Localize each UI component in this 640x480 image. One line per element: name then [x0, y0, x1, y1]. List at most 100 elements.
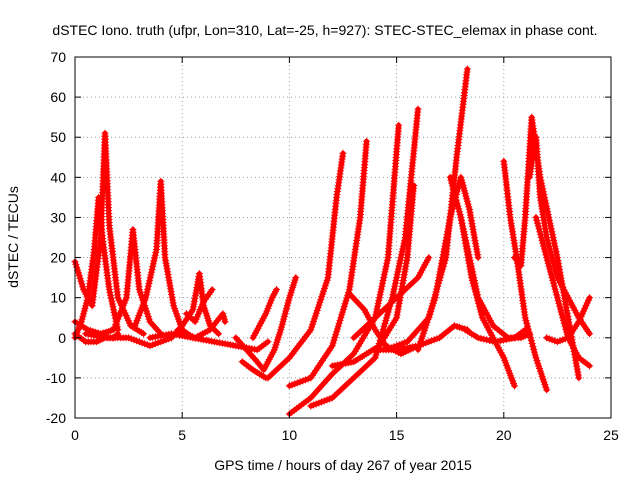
- y-tick-label: 40: [50, 169, 66, 185]
- data-point: [522, 317, 530, 325]
- series-12: [249, 286, 280, 342]
- data-point: [483, 336, 491, 344]
- data-point: [540, 242, 548, 250]
- y-tick-label: 60: [50, 89, 66, 105]
- data-point: [537, 231, 545, 239]
- data-point: [374, 302, 382, 310]
- data-point: [378, 282, 386, 290]
- data-point: [436, 268, 444, 276]
- y-tick-label: 10: [50, 290, 66, 306]
- data-point: [547, 222, 555, 230]
- data-point: [107, 294, 115, 302]
- y-tick-label: 70: [50, 49, 66, 65]
- data-point: [410, 181, 418, 189]
- data-point: [391, 282, 399, 290]
- data-point: [459, 222, 467, 230]
- data-point: [554, 297, 562, 304]
- y-tick-label: 30: [50, 209, 66, 225]
- data-point: [110, 306, 118, 314]
- series-15: [285, 137, 371, 390]
- grid: [75, 57, 611, 418]
- series-20: [350, 254, 433, 342]
- data-point: [377, 285, 385, 293]
- data-point: [528, 340, 536, 347]
- data-point: [511, 382, 518, 390]
- data-point: [264, 338, 272, 346]
- data-point: [333, 325, 341, 333]
- data-point: [453, 199, 461, 207]
- data-point: [464, 248, 472, 256]
- y-tick-label: 20: [50, 250, 66, 266]
- series-track: [286, 122, 402, 417]
- data-point: [548, 274, 556, 282]
- data-point: [273, 286, 280, 294]
- data-point: [586, 294, 594, 302]
- data-point: [537, 234, 545, 241]
- data-point: [461, 234, 469, 241]
- data-point: [467, 259, 475, 267]
- data-point: [382, 317, 390, 325]
- data-point: [392, 277, 400, 284]
- data-point: [221, 318, 229, 326]
- x-tick-label: 20: [496, 427, 512, 443]
- data-point: [142, 294, 150, 302]
- data-point: [466, 256, 474, 264]
- data-point: [535, 225, 543, 233]
- data-point: [546, 265, 554, 273]
- data-point: [395, 302, 403, 310]
- data-point: [547, 271, 555, 279]
- series-14: [264, 149, 347, 382]
- data-point: [455, 208, 463, 216]
- data-point: [449, 182, 456, 190]
- data-point: [477, 334, 485, 342]
- data-point: [144, 285, 152, 293]
- data-point: [441, 242, 449, 250]
- data-point: [474, 291, 481, 299]
- data-point: [438, 259, 446, 267]
- data-point: [148, 265, 156, 273]
- data-marks: [71, 65, 594, 418]
- data-point: [532, 213, 540, 221]
- data-point: [108, 297, 116, 305]
- data-point: [446, 173, 454, 181]
- data-point: [575, 374, 583, 382]
- data-point: [549, 234, 557, 241]
- data-point: [374, 299, 382, 307]
- data-point: [530, 345, 538, 353]
- data-point: [389, 291, 397, 299]
- data-point: [396, 259, 404, 267]
- data-point: [339, 149, 347, 157]
- data-point: [563, 309, 571, 317]
- data-point: [215, 330, 223, 338]
- data-point: [382, 262, 390, 270]
- data-point: [470, 274, 478, 282]
- data-point: [447, 176, 455, 184]
- x-tick-label: 0: [71, 427, 79, 443]
- data-point: [394, 268, 402, 276]
- plot-frame: [74, 56, 612, 419]
- data-point: [457, 213, 465, 221]
- data-point: [573, 362, 581, 370]
- data-point: [543, 256, 551, 264]
- data-point: [381, 320, 389, 327]
- data-point: [557, 305, 564, 313]
- data-point: [432, 291, 440, 299]
- data-point: [455, 205, 463, 213]
- y-axis-title: dSTEC / TECUs: [5, 186, 21, 288]
- series-16: [285, 121, 403, 418]
- data-point: [524, 322, 531, 330]
- data-point: [550, 239, 558, 247]
- data-point: [140, 330, 148, 338]
- data-point: [521, 314, 529, 322]
- series-track: [329, 182, 417, 369]
- data-point: [208, 286, 216, 294]
- data-point: [150, 257, 158, 265]
- data-point: [541, 248, 549, 256]
- data-point: [563, 328, 571, 336]
- data-point: [550, 282, 558, 290]
- y-tick-label: -20: [46, 410, 66, 426]
- data-point: [486, 337, 493, 344]
- data-point: [425, 254, 433, 262]
- series-13: [238, 358, 270, 382]
- data-point: [393, 274, 401, 282]
